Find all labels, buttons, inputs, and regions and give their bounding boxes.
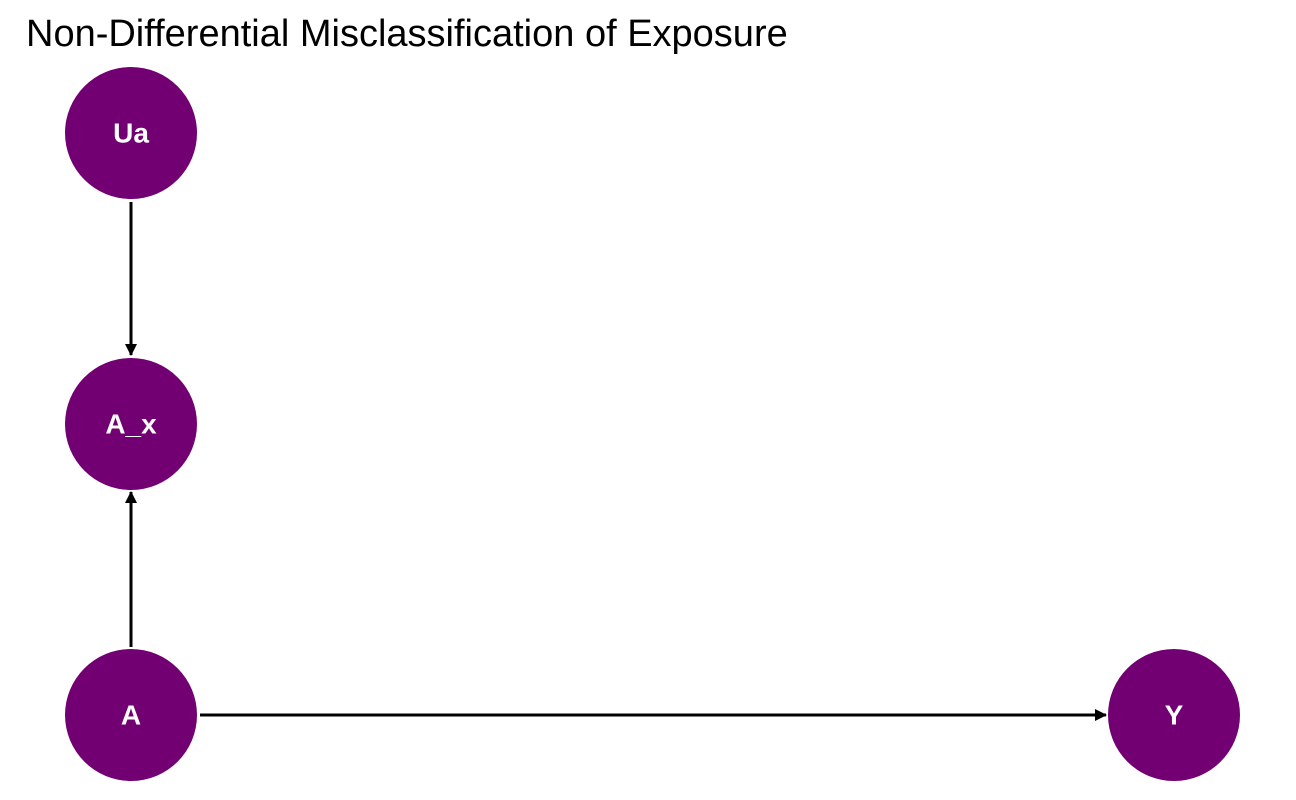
node-a: A bbox=[65, 649, 197, 781]
node-a-x: A_x bbox=[65, 358, 197, 490]
node-y-label: Y bbox=[1165, 700, 1184, 731]
node-y-circle bbox=[1108, 649, 1240, 781]
node-a-x-label: A_x bbox=[105, 409, 157, 440]
figure-title: Non-Differential Misclassification of Ex… bbox=[26, 13, 788, 55]
node-a-label: A bbox=[121, 700, 141, 731]
node-ua-circle bbox=[65, 67, 197, 199]
node-ua: Ua bbox=[65, 67, 197, 199]
node-a-x-circle bbox=[65, 358, 197, 490]
node-ua-label: Ua bbox=[113, 118, 149, 149]
node-y: Y bbox=[1108, 649, 1240, 781]
node-a-circle bbox=[65, 649, 197, 781]
